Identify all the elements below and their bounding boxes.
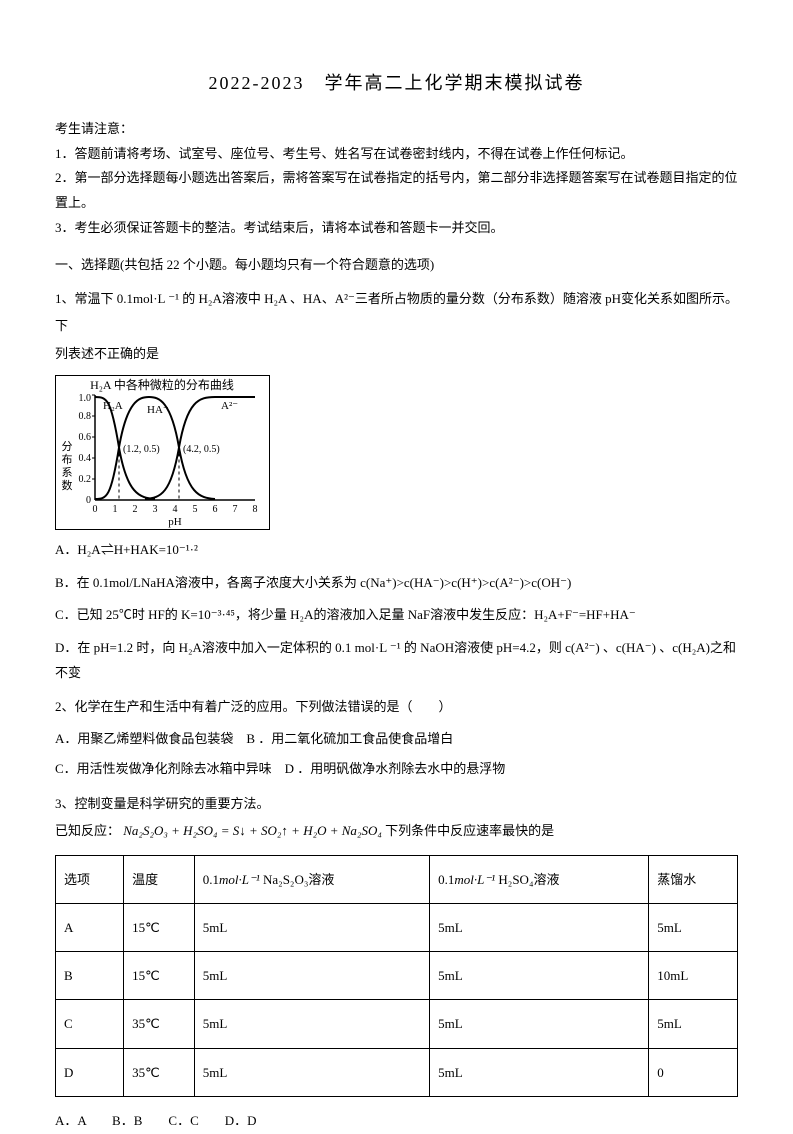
instructions-line-2: 2．第一部分选择题每小题选出答案后，需将答案写在试卷指定的括号内，第二部分非选择… (55, 166, 738, 215)
q3-equation: Na₂S₂O₃ + H₂SO₄ = S↓ + SO₂↑ + H₂O + Na₂S… (123, 823, 382, 838)
q3-answer-options: A．A B．B C．C D．D (55, 1107, 738, 1134)
cell: 15℃ (124, 903, 195, 951)
svg-text:1: 1 (113, 504, 118, 515)
svg-text:0.8: 0.8 (79, 411, 92, 422)
q3-table: 选项 温度 0.1mol·L⁻¹ Na₂S₂O₃溶液 0.1mol·L⁻¹ H₂… (55, 855, 738, 1097)
cell: A (56, 903, 124, 951)
svg-text:pH: pH (168, 516, 182, 528)
instructions-line-1: 1．答题前请将考场、试室号、座位号、考生号、姓名写在试卷密封线内，不得在试卷上作… (55, 142, 738, 167)
svg-text:4: 4 (173, 504, 178, 515)
svg-text:0.4: 0.4 (79, 453, 92, 464)
instructions-line-3: 3．考生必须保证答题卡的整洁。考试结束后，请将本试卷和答题卡一并交回。 (55, 216, 738, 241)
svg-text:0: 0 (86, 495, 91, 506)
svg-text:3: 3 (153, 504, 158, 515)
cell: 10mL (649, 952, 738, 1000)
q1-stem-a: 1、常温下 0.1mol·L ⁻¹ 的 H₂A溶液中 H₂A 、HA、A²⁻三者… (55, 285, 738, 340)
svg-text:HA⁻: HA⁻ (147, 404, 169, 416)
table-row: D 35℃ 5mL 5mL 0 (56, 1048, 738, 1096)
svg-text:0.2: 0.2 (79, 474, 92, 485)
svg-text:1.0: 1.0 (79, 393, 92, 404)
question-1: 1、常温下 0.1mol·L ⁻¹ 的 H₂A溶液中 H₂A 、HA、A²⁻三者… (55, 285, 738, 685)
svg-text:0: 0 (93, 504, 98, 515)
cell: 5mL (194, 952, 429, 1000)
th-water: 蒸馏水 (649, 855, 738, 903)
svg-text:数: 数 (62, 479, 73, 492)
svg-text:0.6: 0.6 (79, 432, 92, 443)
svg-text:系: 系 (62, 466, 73, 479)
svg-text:7: 7 (233, 504, 238, 515)
distribution-chart: H₂A 中各种微粒的分布曲线 0 0.2 0.4 0.6 0.8 1.0 (55, 375, 270, 530)
cell: 5mL (649, 903, 738, 951)
cell: 5mL (430, 1000, 649, 1048)
cell: 5mL (649, 1000, 738, 1048)
th-c3a: 0.1 (203, 872, 219, 887)
question-2: 2、化学在生产和生活中有着广泛的应用。下列做法错误的是（ ） A．用聚乙烯塑料做… (55, 693, 738, 782)
svg-text:8: 8 (253, 504, 258, 515)
svg-text:A²⁻: A²⁻ (221, 400, 238, 412)
th-c4b: H₂SO₄溶液 (495, 872, 559, 887)
table-row: B 15℃ 5mL 5mL 10mL (56, 952, 738, 1000)
svg-text:5: 5 (193, 504, 198, 515)
q3-post: 下列条件中反应速率最快的是 (385, 823, 554, 838)
cell: 5mL (194, 1048, 429, 1096)
cell: 5mL (430, 1048, 649, 1096)
th-c4unit: mol·L⁻¹ (454, 872, 495, 887)
cell: C (56, 1000, 124, 1048)
table-row: A 15℃ 5mL 5mL 5mL (56, 903, 738, 951)
th-na2s2o3: 0.1mol·L⁻¹ Na₂S₂O₃溶液 (194, 855, 429, 903)
q3-pre: 已知反应： (55, 823, 120, 838)
table-header-row: 选项 温度 0.1mol·L⁻¹ Na₂S₂O₃溶液 0.1mol·L⁻¹ H₂… (56, 855, 738, 903)
chart-title: H₂A 中各种微粒的分布曲线 (90, 377, 234, 392)
svg-text:分: 分 (62, 440, 73, 453)
cell: 35℃ (124, 1048, 195, 1096)
th-temp: 温度 (124, 855, 195, 903)
svg-text:2: 2 (133, 504, 138, 515)
svg-text:(4.2, 0.5): (4.2, 0.5) (183, 444, 220, 455)
cell: 5mL (194, 1000, 429, 1048)
svg-text:布: 布 (62, 453, 73, 466)
cell: D (56, 1048, 124, 1096)
q2-opt-cd: C．用活性炭做净化剂除去冰箱中异味 D ．用明矾做净水剂除去水中的悬浮物 (55, 757, 738, 782)
q1-opt-a: A．H₂A⇌H+HAK=10⁻¹·² (55, 538, 738, 563)
th-option: 选项 (56, 855, 124, 903)
question-3: 3、控制变量是科学研究的重要方法。 已知反应： Na₂S₂O₃ + H₂SO₄ … (55, 790, 738, 1134)
th-c4a: 0.1 (438, 872, 454, 887)
th-c3b: Na₂S₂O₃溶液 (260, 872, 335, 887)
cell: 15℃ (124, 952, 195, 1000)
table-row: C 35℃ 5mL 5mL 5mL (56, 1000, 738, 1048)
q1-opt-b: B．在 0.1mol/LNaHA溶液中，各离子浓度大小关系为 c(Na⁺)>c(… (55, 571, 738, 596)
cell: 5mL (430, 952, 649, 1000)
svg-text:6: 6 (213, 504, 218, 515)
cell: 35℃ (124, 1000, 195, 1048)
cell: B (56, 952, 124, 1000)
instructions-block: 考生请注意： 1．答题前请将考场、试室号、座位号、考生号、姓名写在试卷密封线内，… (55, 117, 738, 240)
section-1-header: 一、选择题(共包括 22 个小题。每小题均只有一个符合题意的选项) (55, 255, 738, 275)
q1-options: A．H₂A⇌H+HAK=10⁻¹·² B．在 0.1mol/LNaHA溶液中，各… (55, 538, 738, 685)
svg-text:H₂A: H₂A (103, 400, 123, 412)
cell: 5mL (194, 903, 429, 951)
q1-opt-d: D．在 pH=1.2 时，向 H₂A溶液中加入一定体积的 0.1 mol·L ⁻… (55, 636, 738, 685)
q3-equation-line: 已知反应： Na₂S₂O₃ + H₂SO₄ = S↓ + SO₂↑ + H₂O … (55, 817, 738, 844)
q1-stem-b: 列表述不正确的是 (55, 340, 738, 367)
page-title: 2022-2023 学年高二上化学期末模拟试卷 (55, 70, 738, 97)
cell: 0 (649, 1048, 738, 1096)
cell: 5mL (430, 903, 649, 951)
svg-text:(1.2, 0.5): (1.2, 0.5) (123, 444, 160, 455)
instructions-heading: 考生请注意： (55, 117, 738, 142)
q1-opt-c: C．已知 25℃时 HF的 K=10⁻³·⁴⁵，将少量 H₂A的溶液加入足量 N… (55, 603, 738, 628)
th-c3unit: mol·L⁻¹ (219, 872, 260, 887)
q3-stem: 3、控制变量是科学研究的重要方法。 (55, 790, 738, 817)
th-h2so4: 0.1mol·L⁻¹ H₂SO₄溶液 (430, 855, 649, 903)
q2-stem: 2、化学在生产和生活中有着广泛的应用。下列做法错误的是（ ） (55, 693, 738, 720)
q2-opt-ab: A．用聚乙烯塑料做食品包装袋 B ．用二氧化硫加工食品使食品增白 (55, 727, 738, 752)
